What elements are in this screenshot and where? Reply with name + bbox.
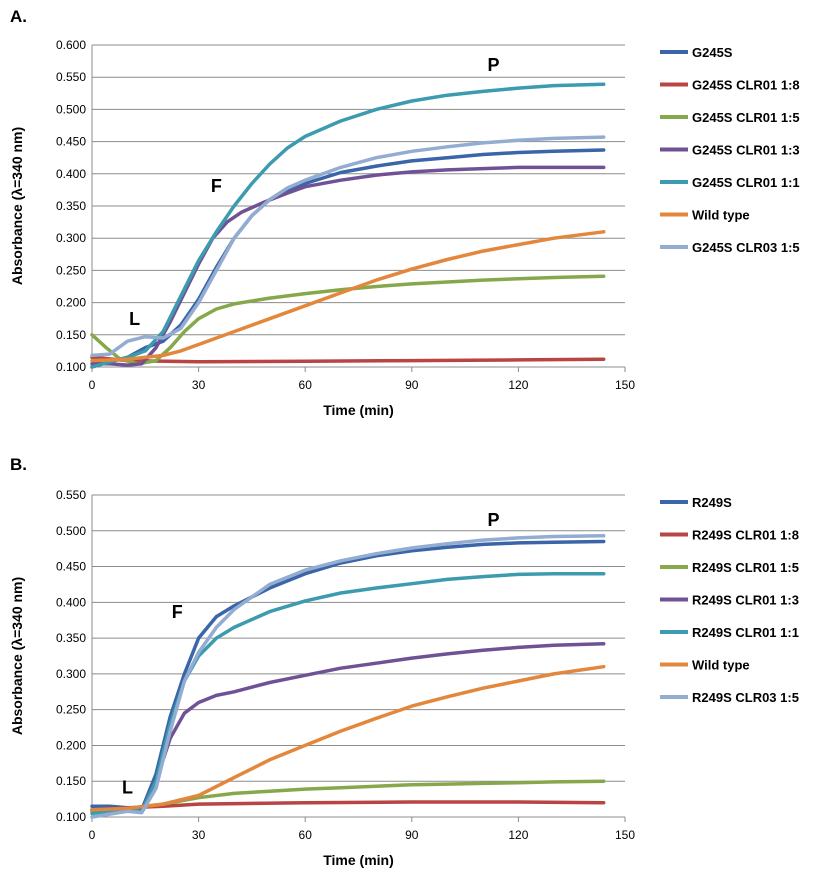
legend-label: G245S CLR01 1:8 [692,78,800,93]
series-line-7 [90,534,606,819]
chart-panel-b: 0.100 0.150 0.200 0.250 0.300 0.350 0.400 0.450… [9,488,799,868]
y-tick-label: 0.300 [56,231,86,245]
legend-label: R249S CLR01 1:1 [692,625,799,640]
x-axis-title: Time (min) [323,852,394,868]
x-tick-label: 150 [615,378,635,392]
y-axis-title: Absorbance (λ=340 nm) [9,127,25,285]
y-tick-label: 0.150 [56,328,86,342]
y-tick-label: 0.350 [56,631,86,645]
series-line-7 [90,135,606,358]
legend-label: G245S CLR01 1:1 [692,175,800,190]
y-tick-label: 0.100 [56,810,86,824]
x-tick-label: 150 [615,828,635,842]
legend-label: G245S [692,45,733,60]
series-line-5 [90,82,606,369]
panel-a-label: A. [10,7,27,26]
legend-label: R249S CLR01 1:5 [692,560,799,575]
chart-panel-a: 0.100 0.150 0.200 0.250 0.300 0.350 0.400 0.450… [9,38,800,418]
series-line-2 [90,355,606,364]
series-line-6 [90,230,606,363]
x-tick-label: 90 [405,378,419,392]
legend-label: G245S CLR01 1:3 [692,143,800,158]
y-tick-label: 0.200 [56,738,86,752]
y-tick-label: 0.200 [56,296,86,310]
legend: R249S R249S CLR01 1:8 R249S CLR01 1:5 R249S… [660,495,799,705]
annotation-p: P [488,510,500,530]
legend-label: R249S [692,495,732,510]
y-tick-label: 0.300 [56,667,86,681]
y-tick-label: 0.250 [56,703,86,717]
legend-label: Wild type [692,208,750,223]
legend: G245S G245S CLR01 1:8 G245S CLR01 1:5 G245S… [660,45,800,255]
series-line-6 [90,664,606,812]
x-tick-label: 60 [299,828,313,842]
annotation-p: P [488,55,500,75]
y-tick-label: 0.550 [56,70,86,84]
y-tick-label: 0.450 [56,560,86,574]
y-tick-label: 0.400 [56,595,86,609]
legend-label: Wild type [692,658,750,673]
y-tick-label: 0.400 [56,167,86,181]
legend-label: G245S CLR03 1:5 [692,240,800,255]
y-tick-label: 0.150 [56,774,86,788]
x-tick-label: 30 [192,378,206,392]
x-tick-label: 30 [192,828,206,842]
x-tick-label: 0 [89,828,96,842]
x-tick-label: 60 [299,378,313,392]
legend-label: R249S CLR01 1:3 [692,593,799,608]
y-tick-label: 0.550 [56,488,86,502]
y-tick-label: 0.350 [56,199,86,213]
y-tick-label: 0.500 [56,524,86,538]
y-tick-label: 0.500 [56,102,86,116]
y-axis-title: Absorbance (λ=340 nm) [9,577,25,735]
annotation-l: L [129,309,140,329]
y-tick-label: 0.250 [56,263,86,277]
annotation-f: F [211,176,222,196]
y-tick-label: 0.100 [56,360,86,374]
x-tick-label: 90 [405,828,419,842]
panel-b-label: B. [10,455,27,474]
x-tick-label: 120 [508,378,528,392]
x-axis-title: Time (min) [323,402,394,418]
annotation-l: L [122,777,133,797]
legend-label: R249S CLR01 1:8 [692,528,799,543]
y-tick-label: 0.450 [56,135,86,149]
annotation-f: F [172,602,183,622]
legend-label: G245S CLR01 1:5 [692,110,800,125]
y-tick-label: 0.600 [56,38,86,52]
x-tick-label: 0 [89,378,96,392]
x-tick-label: 120 [508,828,528,842]
legend-label: R249S CLR03 1:5 [692,690,799,705]
series-line-5 [90,571,606,816]
series-line-1 [90,539,606,812]
